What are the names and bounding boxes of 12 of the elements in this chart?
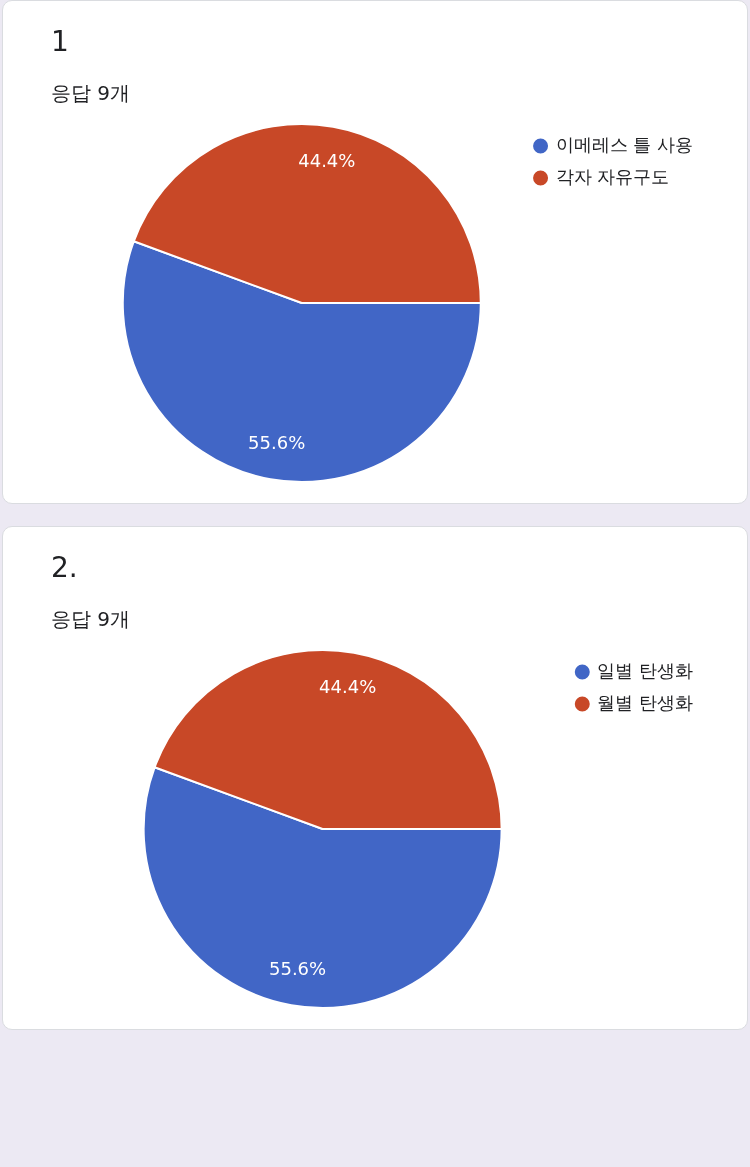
data-label: 55.6% — [268, 957, 327, 979]
chart-subtitle: 응답 9개 — [51, 606, 132, 633]
chart-title: 1 — [51, 25, 70, 58]
data-label: 55.6% — [248, 431, 306, 453]
legend-label: 이메레스 틀 사용 — [555, 133, 694, 155]
data-label: 44.4% — [319, 675, 377, 697]
legend-label: 월별 탄생화 — [597, 691, 694, 713]
legend-label: 일별 탄생화 — [597, 659, 694, 681]
legend-label: 각자 자유구도 — [555, 165, 670, 187]
chart-title: 2. — [51, 551, 79, 584]
data-label: 44.4% — [298, 149, 356, 171]
chart-subtitle: 응답 9개 — [51, 80, 132, 107]
